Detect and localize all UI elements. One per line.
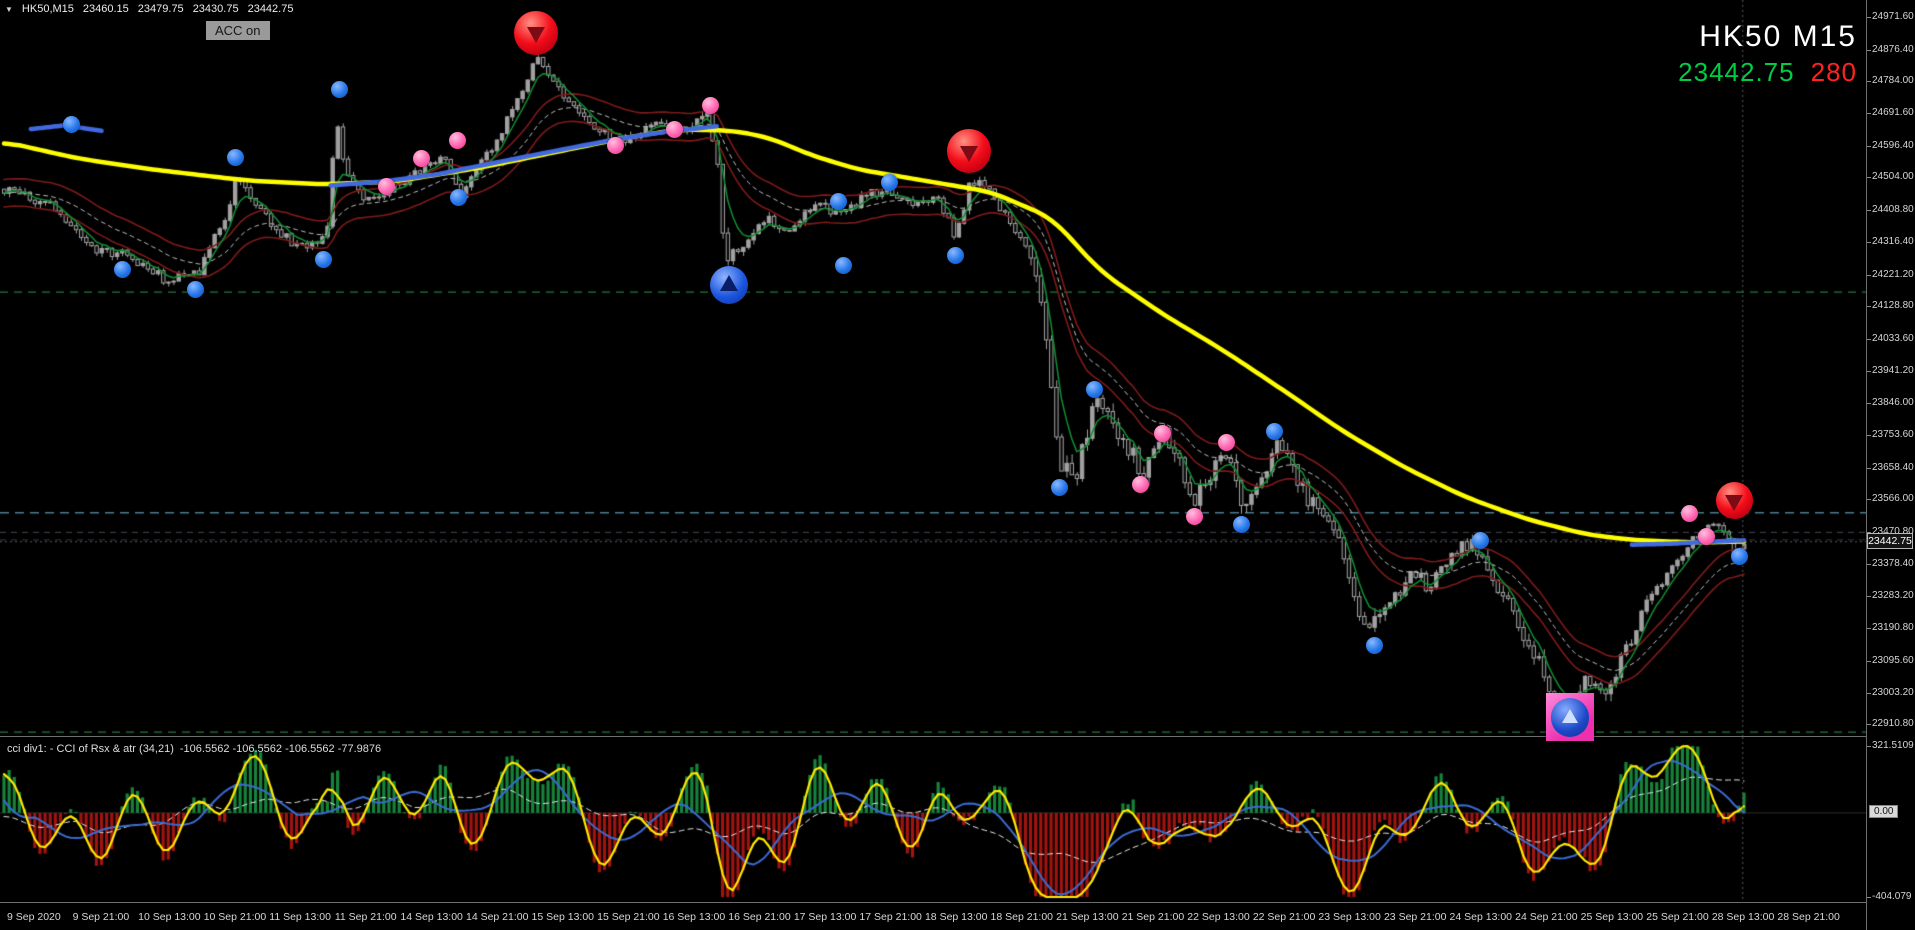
time-axis-label: 16 Sep 21:00 [728,911,790,923]
price-axis-label: 23658.40 [1872,462,1914,473]
price-axis-label: 24128.80 [1872,300,1914,311]
time-axis-label: 21 Sep 21:00 [1122,911,1184,923]
price-axis-label: 23283.20 [1872,590,1914,601]
indicator-name: cci div1: - CCI of Rsx & atr (34,21) [7,743,174,755]
time-axis-label: 22 Sep 13:00 [1187,911,1249,923]
time-axis-label: 24 Sep 21:00 [1515,911,1577,923]
signal-dot-blue [1731,548,1748,565]
indicator-label: cci div1: - CCI of Rsx & atr (34,21) -106… [7,743,381,755]
signal-dot-blue [1051,479,1068,496]
indicator-canvas[interactable] [0,737,1866,902]
price-axis-label: 24691.60 [1872,107,1914,118]
signal-dot-blue [450,189,467,206]
time-axis-label: 16 Sep 13:00 [663,911,725,923]
time-axis-label: 25 Sep 13:00 [1581,911,1643,923]
low-value: 23430.75 [193,3,239,15]
time-axis-label: 17 Sep 13:00 [794,911,856,923]
price-axis-label: 24504.00 [1872,171,1914,182]
time-axis-label: 9 Sep 2020 [7,911,61,923]
close-value: 23442.75 [248,3,294,15]
time-axis-label: 15 Sep 21:00 [597,911,659,923]
sell-signal-arrow-icon [514,11,558,55]
signal-dot-blue [63,116,80,133]
signal-dot-pink [666,121,683,138]
time-axis-label: 10 Sep 13:00 [138,911,200,923]
price-axis-label: 24221.20 [1872,269,1914,280]
signal-dot-blue [315,251,332,268]
signal-dot-pink [1698,528,1715,545]
signal-dot-blue [227,149,244,166]
signal-dot-pink [449,132,466,149]
time-axis-label: 17 Sep 21:00 [859,911,921,923]
price-axis-label: 24316.40 [1872,236,1914,247]
signal-dot-pink [1186,508,1203,525]
symbol-label: HK50,M15 [22,3,74,15]
signal-dot-blue [835,257,852,274]
buy-arrow-circle-icon [1551,698,1589,736]
price-axis-label: 24876.40 [1872,44,1914,55]
buy-signal-arrow-icon [710,266,748,304]
price-chart-canvas[interactable] [0,0,1866,736]
price-axis[interactable]: 24971.60 24876.40 24784.00 24691.60 24596.40… [1866,0,1915,930]
sell-signal-arrow-icon [1716,482,1753,519]
price-axis-label: 24596.40 [1872,140,1914,151]
corner-current-price: 23442.75 [1678,57,1794,87]
price-axis-label: 23190.80 [1872,622,1914,633]
time-axis[interactable]: 9 Sep 2020 9 Sep 21:00 10 Sep 13:00 10 Sep … [0,903,1866,930]
price-axis-label: 24033.60 [1872,333,1914,344]
price-axis-label: 23566.00 [1872,493,1914,504]
time-axis-label: 18 Sep 13:00 [925,911,987,923]
symbol-info-bar: ▼ HK50,M15 23460.15 23479.75 23430.75 23… [5,3,293,15]
high-value: 23479.75 [138,3,184,15]
price-axis-label: 24408.80 [1872,204,1914,215]
time-axis-label: 14 Sep 13:00 [400,911,462,923]
buy-signal-square-icon [1546,693,1594,741]
price-axis-label: 23846.00 [1872,397,1914,408]
time-axis-label: 11 Sep 21:00 [335,911,397,923]
indicator-scale-label: -404.079 [1872,891,1911,902]
price-axis-label: 24784.00 [1872,75,1914,86]
time-axis-label: 23 Sep 13:00 [1318,911,1380,923]
time-axis-label: 10 Sep 21:00 [204,911,266,923]
time-axis-label: 18 Sep 21:00 [991,911,1053,923]
time-axis-label: 22 Sep 21:00 [1253,911,1315,923]
signal-dot-pink [1218,434,1235,451]
time-axis-label: 28 Sep 21:00 [1777,911,1839,923]
price-axis-label: 22910.80 [1872,718,1914,729]
time-axis-label: 23 Sep 21:00 [1384,911,1446,923]
indicator-values: -106.5562 -106.5562 -106.5562 -77.9876 [180,743,381,755]
time-axis-label: 28 Sep 13:00 [1712,911,1774,923]
price-axis-label: 23941.20 [1872,365,1914,376]
price-axis-label: 24971.60 [1872,11,1914,22]
current-price-tag: 23442.75 [1867,533,1913,549]
time-axis-label: 21 Sep 13:00 [1056,911,1118,923]
collapse-arrow-icon[interactable]: ▼ [5,5,13,14]
corner-symbol-timeframe: HK50 M15 [1678,20,1857,54]
corner-change-value: 280 [1811,57,1857,87]
open-value: 23460.15 [83,3,129,15]
indicator-scale-label: 321.5109 [1872,740,1914,751]
price-axis-label: 23378.40 [1872,558,1914,569]
signal-dot-pink [702,97,719,114]
time-axis-label: 15 Sep 13:00 [532,911,594,923]
signal-dot-blue [830,193,847,210]
acc-status-badge: ACC on [206,21,270,40]
price-axis-label: 23753.60 [1872,429,1914,440]
time-axis-label: 14 Sep 21:00 [466,911,528,923]
indicator-zero-label: 0.00 [1869,805,1898,818]
signal-dot-blue [331,81,348,98]
time-axis-label: 9 Sep 21:00 [73,911,130,923]
price-axis-label: 23095.60 [1872,655,1914,666]
time-axis-label: 24 Sep 13:00 [1450,911,1512,923]
signal-dot-blue [114,261,131,278]
time-axis-label: 25 Sep 21:00 [1646,911,1708,923]
corner-info: HK50 M15 23442.75 280 [1678,20,1857,88]
signal-dot-pink [1681,505,1698,522]
mt4-chart-window: ▼ HK50,M15 23460.15 23479.75 23430.75 23… [0,0,1915,930]
price-axis-label: 23003.20 [1872,687,1914,698]
signal-dot-blue [1472,532,1489,549]
panel-separator[interactable] [0,736,1915,737]
time-axis-label: 11 Sep 13:00 [269,911,331,923]
signal-dot-blue [187,281,204,298]
